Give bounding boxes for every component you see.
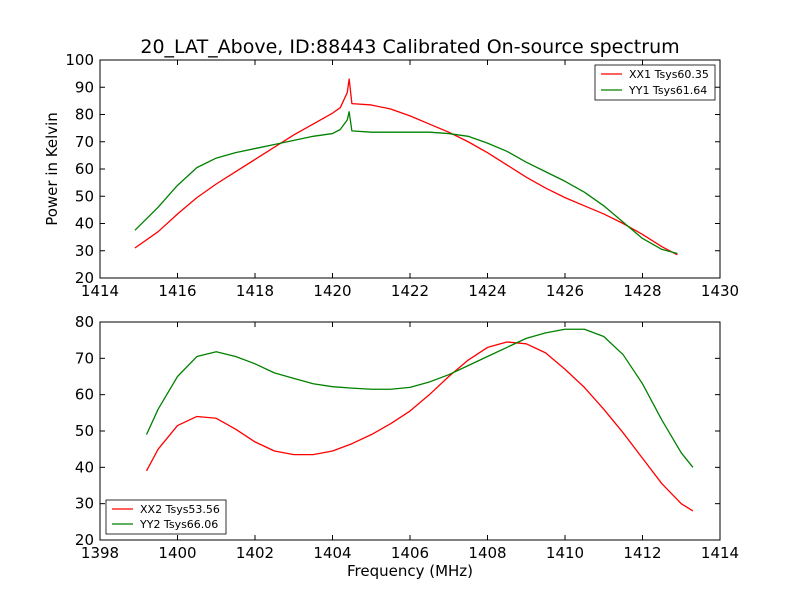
top-x-tick-label: 1426	[546, 282, 584, 300]
top-x-tick-label: 1428	[623, 282, 661, 300]
bottom-x-tick-label: 1402	[236, 544, 274, 562]
bottom-x-tick-label: 1400	[158, 544, 196, 562]
top-y-tick-label: 100	[65, 51, 94, 69]
top-plot-panel: 1414 1416 1418 1420 1422 1424 1426 1428 1430 20 30…	[43, 51, 739, 300]
bottom-tick-labels: 1398 1400 1402 1404 1406 1408 1410 1412 1414 20 30…	[75, 313, 739, 562]
top-x-tick-label: 1414	[81, 282, 119, 300]
bottom-x-axis-label: Frequency (MHz)	[347, 562, 473, 580]
bottom-x-tick-label: 1406	[391, 544, 429, 562]
chart-title: 20_LAT_Above, ID:88443 Calibrated On-sou…	[140, 36, 679, 58]
legend-label-yy1: YY1 Tsys61.64	[628, 84, 707, 97]
bottom-series-line-yy2	[145, 328, 694, 468]
bottom-series-lines	[145, 328, 694, 512]
bottom-y-tick-label: 30	[75, 495, 94, 513]
top-y-tick-label: 70	[75, 133, 94, 151]
top-plot-frame	[99, 59, 721, 279]
top-legend-box	[594, 64, 716, 101]
top-y-axis-label: Power in Kelvin	[43, 112, 61, 226]
bottom-plot-frame	[99, 321, 721, 541]
bottom-y-tick-label: 80	[75, 313, 94, 331]
top-y-tick-label: 40	[75, 215, 94, 233]
top-x-tick-label: 1416	[158, 282, 196, 300]
legend-label-xx1: XX1 Tsys60.35	[629, 68, 709, 81]
top-x-tick-label: 1420	[313, 282, 351, 300]
bottom-series-line-xx2	[145, 341, 694, 512]
bottom-x-tick-label: 1408	[468, 544, 506, 562]
bottom-x-tick-label: 1410	[546, 544, 584, 562]
top-series-line-yy1	[134, 111, 678, 255]
top-y-tick-label: 50	[75, 187, 94, 205]
top-series-line-xx1	[134, 78, 678, 256]
top-y-tick-label: 80	[75, 106, 94, 124]
bottom-legend: XX2 Tsys53.56 YY2 Tsys66.06	[105, 499, 227, 535]
top-y-tick-label: 30	[75, 242, 94, 260]
top-x-tick-label: 1418	[236, 282, 274, 300]
bottom-x-tick-label: 1398	[81, 544, 119, 562]
top-y-tick-label: 60	[75, 160, 94, 178]
legend-label-yy2: YY2 Tsys66.06	[139, 518, 218, 531]
top-y-tick-label: 90	[75, 78, 94, 96]
bottom-x-tick-label: 1404	[313, 544, 351, 562]
bottom-y-tick-label: 70	[75, 349, 94, 367]
top-x-tick-label: 1430	[701, 282, 739, 300]
top-x-tick-label: 1424	[468, 282, 506, 300]
bottom-x-tick-label: 1412	[623, 544, 661, 562]
bottom-legend-box	[105, 499, 227, 535]
bottom-y-tick-label: 20	[75, 531, 94, 549]
top-x-tick-label: 1422	[391, 282, 429, 300]
top-tick-labels: 1414 1416 1418 1420 1422 1424 1426 1428 1430 20 30…	[65, 51, 739, 300]
bottom-x-tick-label: 1414	[701, 544, 739, 562]
top-series-lines	[134, 78, 678, 256]
bottom-y-tick-label: 60	[75, 386, 94, 404]
bottom-y-tick-label: 40	[75, 458, 94, 476]
bottom-y-tick-label: 50	[75, 422, 94, 440]
legend-label-xx2: XX2 Tsys53.56	[140, 503, 220, 516]
top-legend: XX1 Tsys60.35 YY1 Tsys61.64	[594, 64, 716, 101]
bottom-plot-panel: 1398 1400 1402 1404 1406 1408 1410 1412 1414 20 30…	[75, 313, 739, 580]
top-y-tick-label: 20	[75, 269, 94, 287]
